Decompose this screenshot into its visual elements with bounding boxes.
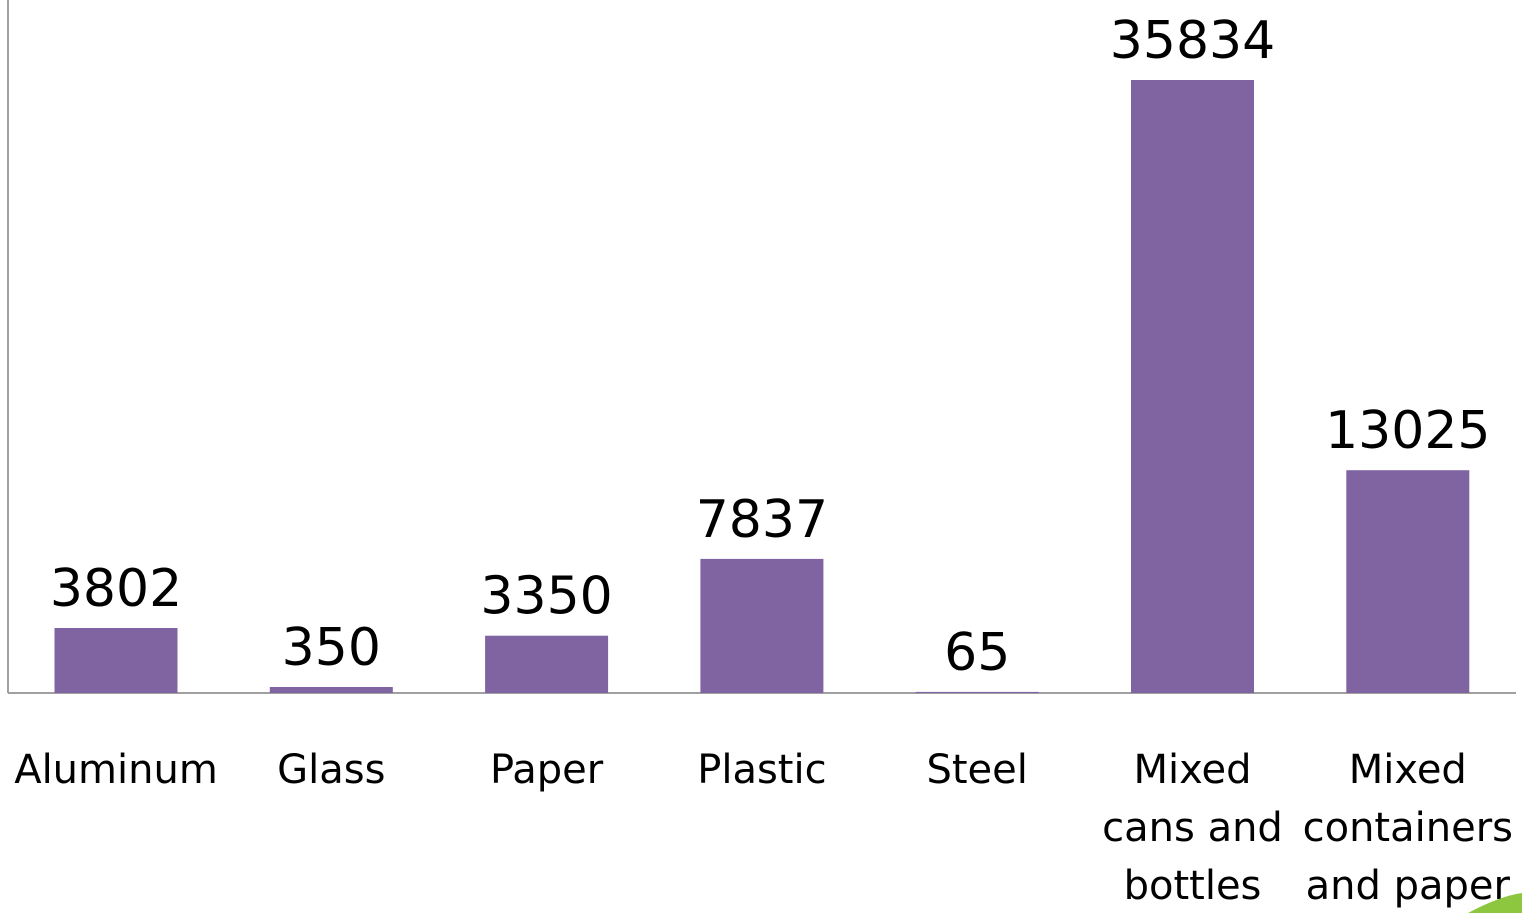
bar <box>1346 470 1470 693</box>
data-label: 3350 <box>480 567 612 627</box>
category-label-line: Mixed <box>1349 747 1467 793</box>
bar <box>269 687 393 693</box>
data-label: 13025 <box>1325 401 1490 461</box>
category-label: Plastic <box>697 747 826 793</box>
category-label-line: Plastic <box>697 747 826 793</box>
bars-group <box>54 80 1470 693</box>
category-label: Mixed containers and paper <box>1303 747 1513 909</box>
bar <box>1131 80 1254 693</box>
data-label: 35834 <box>1110 11 1275 71</box>
category-label-line: containers <box>1303 805 1513 851</box>
category-label-line: Paper <box>490 747 604 793</box>
category-label-line: and paper <box>1306 863 1511 909</box>
bar <box>485 635 609 693</box>
category-labels-group: Aluminum Glass Paper Plastic Steel Mixed cans … <box>14 747 1513 909</box>
category-label: Mixed cans and bottles <box>1102 747 1283 909</box>
data-label: 3802 <box>50 559 182 619</box>
category-label-line: Steel <box>926 747 1027 793</box>
bar <box>915 691 1039 693</box>
corner-accent-decoration <box>1468 893 1522 913</box>
category-label-line: bottles <box>1124 863 1262 909</box>
category-label-line: Aluminum <box>14 747 218 793</box>
data-labels-group: 3802 350 3350 7837 65 35834 13025 <box>50 11 1491 683</box>
data-label: 350 <box>282 618 381 678</box>
category-label: Glass <box>277 747 385 793</box>
category-label-line: Mixed <box>1133 747 1251 793</box>
category-label: Aluminum <box>14 747 218 793</box>
bar <box>700 558 824 693</box>
data-label: 65 <box>944 623 1010 683</box>
data-label: 7837 <box>696 490 828 550</box>
category-label: Steel <box>926 747 1027 793</box>
category-label-line: cans and <box>1102 805 1283 851</box>
category-label: Paper <box>490 747 604 793</box>
category-label-line: Glass <box>277 747 385 793</box>
bar <box>54 628 178 693</box>
